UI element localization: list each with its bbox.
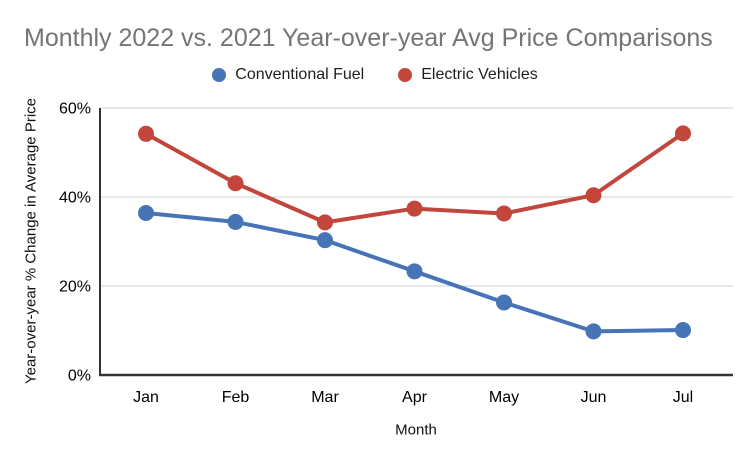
data-point-conventional-fuel-feb[interactable] — [227, 213, 244, 230]
x-tick-label: May — [489, 389, 519, 406]
chart-title: Monthly 2022 vs. 2021 Year-over-year Avg… — [24, 24, 713, 52]
data-point-conventional-fuel-mar[interactable] — [317, 232, 333, 249]
data-point-conventional-fuel-jun[interactable] — [585, 323, 602, 340]
legend-item-electric-vehicles[interactable]: Electric Vehicles — [398, 66, 538, 84]
x-tick-label: Jun — [581, 389, 607, 406]
data-point-conventional-fuel-jul[interactable] — [675, 322, 691, 339]
data-point-electric-vehicles-may[interactable] — [496, 205, 512, 222]
y-tick-label: 0% — [68, 368, 91, 385]
x-tick-label: Apr — [402, 389, 428, 406]
legend-label-electric-vehicles: Electric Vehicles — [421, 66, 538, 83]
data-point-conventional-fuel-apr[interactable] — [406, 263, 423, 280]
data-point-electric-vehicles-jan[interactable] — [138, 125, 154, 142]
legend-label-conventional-fuel: Conventional Fuel — [235, 66, 365, 83]
legend-marker-circle-icon — [398, 68, 413, 82]
y-axis-title: Year-over-year % Change in Average Price — [22, 98, 40, 384]
data-point-electric-vehicles-jun[interactable] — [585, 187, 602, 204]
data-point-electric-vehicles-apr[interactable] — [406, 200, 423, 217]
x-tick-label: Feb — [222, 389, 250, 406]
y-tick-label: 60% — [59, 101, 91, 118]
x-tick-label: Mar — [311, 389, 339, 406]
data-point-electric-vehicles-jul[interactable] — [675, 125, 691, 142]
y-tick-label: 40% — [59, 190, 91, 207]
legend: Conventional Fuel Electric Vehicles — [0, 66, 750, 84]
data-point-conventional-fuel-jan[interactable] — [138, 205, 154, 222]
y-tick-label: 20% — [59, 279, 91, 296]
x-axis-title: Month — [395, 421, 437, 439]
data-point-electric-vehicles-feb[interactable] — [227, 175, 244, 192]
data-point-electric-vehicles-mar[interactable] — [317, 214, 333, 231]
x-tick-label: Jul — [673, 389, 693, 406]
data-point-conventional-fuel-may[interactable] — [496, 294, 512, 311]
legend-item-conventional-fuel[interactable]: Conventional Fuel — [212, 66, 364, 84]
legend-marker-circle-icon — [212, 68, 227, 82]
x-tick-label: Jan — [133, 389, 159, 406]
